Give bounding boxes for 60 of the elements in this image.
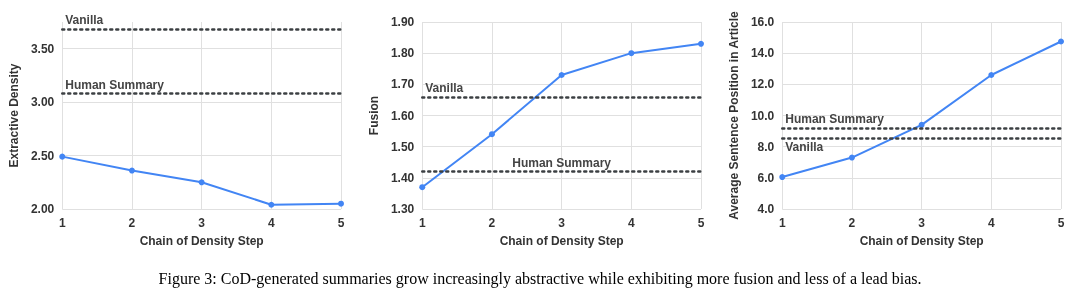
x-tick-label: 5 [337,216,345,230]
point [779,174,786,181]
point [988,71,995,78]
ref-line-label: Human Summary [512,155,612,170]
y-tick-label: 1.90 [390,15,415,29]
point [848,154,855,161]
x-axis-title: Chain of Density Step [139,234,264,248]
point [1058,38,1064,45]
x-tick-label: 2 [848,216,856,230]
y-tick-label: 6.0 [757,170,775,185]
point [419,184,426,191]
y-axis-title: Fusion [367,95,381,136]
point [128,167,135,174]
y-tick-label: 3.00 [30,95,55,110]
point [488,131,495,138]
x-tick-label: 4 [987,216,995,230]
x-tick-label: 5 [697,216,705,230]
point [268,201,275,208]
point [628,50,635,57]
y-tick-label: 16.0 [750,15,775,29]
y-axis-title: Average Sentence Position in Article [727,10,741,220]
y-tick-label: 1.80 [390,46,415,61]
x-tick-label: 3 [558,216,566,230]
x-tick-label: 3 [198,216,206,230]
x-tick-label: 1 [58,216,66,230]
ref-line-label: Vanilla [65,13,104,28]
y-tick-label: 3.50 [30,41,55,56]
y-tick-label: 2.00 [30,202,55,216]
y-tick-label: 1.30 [390,202,415,216]
y-tick-label: 14.0 [750,46,775,61]
y-tick-label: 4.0 [757,202,775,216]
y-axis-title: Extractive Density [7,63,21,168]
x-tick-label: 2 [128,216,136,230]
x-tick-label: 1 [418,216,426,230]
x-tick-label: 3 [918,216,926,230]
y-tick-label: 1.60 [390,108,415,123]
y-tick-label: 1.50 [390,139,415,154]
x-axis-title: Chain of Density Step [859,234,984,248]
point [698,40,704,47]
x-tick-label: 4 [267,216,275,230]
caption: Figure 3: CoD-generated summaries grow increasingly abstractive while exhibiting more fusion and less of a lead bias. [157,270,923,288]
x-tick-label: 1 [778,216,786,230]
y-tick-label: 10.0 [750,108,775,123]
point [338,200,344,207]
x-tick-label: 5 [1057,216,1065,230]
y-tick-label: 12.0 [750,77,775,92]
point [198,179,205,186]
point [59,153,66,160]
ref-line-label: Human Summary [65,77,165,92]
point [558,71,565,78]
y-tick-label: 2.50 [30,148,55,163]
ref-line-label: Vanilla [425,80,464,95]
y-tick-label: 1.40 [390,170,415,185]
ref-line-label: Human Summary [785,112,885,127]
x-axis-title: Chain of Density Step [499,234,624,248]
y-tick-label: 8.0 [757,139,775,154]
ref-line-label: Vanilla [785,139,824,154]
x-tick-label: 4 [627,216,635,230]
x-tick-label: 2 [488,216,496,230]
y-tick-label: 1.70 [390,77,415,92]
